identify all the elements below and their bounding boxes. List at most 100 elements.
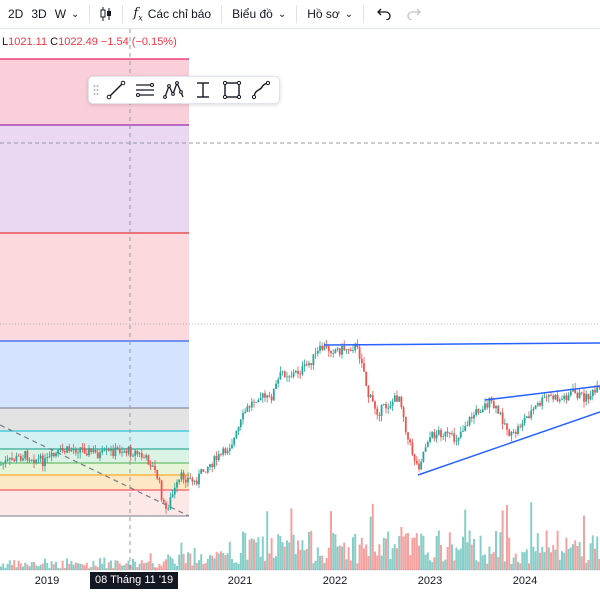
volume-bar [554, 549, 557, 570]
volume-bar [200, 554, 203, 570]
undo-icon[interactable] [374, 0, 394, 29]
candle-body [151, 465, 154, 467]
volume-bar [202, 563, 205, 570]
candle-body [407, 432, 409, 440]
interval-w-button[interactable]: W ⌄ [51, 0, 84, 29]
volume-bar [543, 552, 546, 570]
candle-body [334, 349, 337, 354]
volume-bar [316, 547, 319, 570]
volume-bar [162, 561, 165, 570]
candle-body [374, 401, 376, 409]
volume-bar [341, 546, 343, 570]
measure-icon[interactable] [188, 76, 217, 104]
candle-body [52, 452, 55, 457]
volume-bar [193, 547, 196, 570]
toolbar-divider [363, 5, 365, 23]
candle-body [360, 358, 363, 364]
candle-body [299, 373, 302, 375]
candle-body [105, 449, 108, 451]
volume-bar [169, 556, 172, 570]
volume-bar [371, 503, 374, 570]
parallel-channel-icon[interactable] [130, 76, 159, 104]
volume-bar [349, 560, 352, 570]
redo-icon[interactable] [404, 0, 424, 29]
volume-bar [68, 563, 71, 570]
volume-bar [116, 560, 119, 570]
candle-body [118, 449, 121, 453]
volume-bar [30, 561, 33, 570]
candle-body [189, 477, 192, 479]
volume-bar [147, 561, 150, 570]
chart-type-button[interactable]: Biểu đồ ⌄ [228, 0, 290, 29]
indicators-button[interactable]: fx Các chỉ báo [129, 0, 215, 29]
volume-bar [176, 565, 178, 570]
volume-bar [57, 567, 60, 570]
volume-bar [222, 552, 225, 570]
volume-bar [66, 558, 68, 570]
volume-bar [440, 544, 442, 570]
volume-bar [279, 535, 282, 570]
candle-body [332, 353, 335, 354]
volume-bar [17, 560, 20, 570]
candle-body [162, 499, 165, 503]
top-toolbar: 2D 3D W ⌄ fx Các chỉ báo Biểu đồ ⌄ Hồ sơ… [0, 0, 600, 29]
candle-body [202, 469, 205, 472]
rising-wedge-upper [484, 385, 600, 401]
volume-bar [228, 541, 231, 570]
candle-body [541, 397, 544, 406]
rectangle-icon[interactable] [217, 76, 246, 104]
volume-bar [539, 552, 541, 570]
candlestick-icon[interactable] [96, 0, 116, 29]
candle-body [433, 432, 436, 439]
profile-button[interactable]: Hồ sơ ⌄ [303, 0, 357, 29]
volume-bar [426, 552, 429, 570]
pattern-icon[interactable] [159, 76, 188, 104]
volume-bar [477, 561, 480, 570]
candle-body [422, 451, 425, 462]
candle-body [35, 459, 38, 463]
volume-bar [94, 565, 97, 570]
volume-bar [376, 555, 379, 570]
candle-body [569, 391, 572, 396]
candle-body [0, 464, 2, 466]
candle-body [543, 396, 546, 398]
candle-body [358, 347, 361, 359]
volume-bar [26, 564, 29, 570]
volume-bar [125, 563, 128, 570]
volume-bar [178, 554, 181, 570]
candle-body [501, 412, 504, 425]
candle-body [79, 447, 82, 453]
volume-bar [121, 565, 123, 570]
candle-body [426, 442, 429, 448]
path-icon[interactable] [246, 76, 275, 104]
volume-bar [275, 556, 277, 570]
candle-body [486, 403, 489, 408]
candle-body [4, 460, 7, 464]
volume-bar [132, 558, 134, 570]
candle-body [576, 392, 579, 399]
volume-bar [519, 563, 522, 570]
candle-body [235, 431, 238, 438]
volume-bar [160, 565, 163, 570]
fib-retracement[interactable] [0, 58, 189, 517]
ohlc-legend: L1021.11 C1022.49 −1.54 (−0.15%) [2, 36, 177, 48]
volume-bar [244, 533, 247, 570]
interval-3d-button[interactable]: 3D [31, 7, 47, 21]
volume-bar [154, 567, 156, 570]
candle-body [136, 450, 139, 455]
candle-body [270, 396, 273, 401]
candle-body [44, 458, 46, 467]
volume-bar [492, 552, 495, 570]
drag-handle-icon[interactable] [91, 76, 101, 104]
candle-body [215, 455, 218, 460]
candle-body [376, 408, 379, 415]
interval-2d-button[interactable]: 2D [8, 7, 24, 21]
volume-bar [587, 559, 590, 570]
trend-line-icon[interactable] [101, 76, 130, 104]
candle-body [268, 395, 271, 397]
volume-bar [224, 555, 227, 570]
candle-body [341, 345, 343, 355]
candle-body [521, 423, 524, 428]
candle-body [127, 447, 130, 454]
